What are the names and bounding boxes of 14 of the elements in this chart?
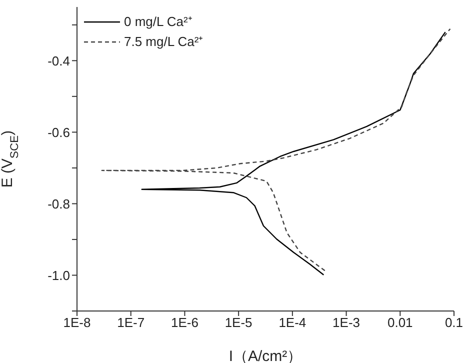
x-tick-label: 1E-5 (224, 315, 252, 330)
x-tick-label: 0.1 (444, 315, 464, 330)
x-tick-label: 1E-6 (170, 315, 198, 330)
x-tick-label: 1E-4 (278, 315, 306, 330)
y-tick-label: -1.0 (48, 268, 70, 283)
x-tick-label: 1E-7 (117, 315, 145, 330)
y-tick-label: -0.4 (48, 53, 70, 68)
y-tick-label: -0.8 (48, 196, 70, 212)
legend-label: 0 mg/L Ca²⁺ (124, 13, 192, 31)
x-tick-label: 1E-8 (63, 315, 91, 330)
legend-label: 7.5 mg/L Ca²⁺ (124, 33, 203, 51)
y-tick-label: -0.6 (48, 124, 70, 140)
x-tick-label: 1E-3 (332, 315, 360, 330)
x-tick-label: 0.01 (387, 315, 413, 330)
